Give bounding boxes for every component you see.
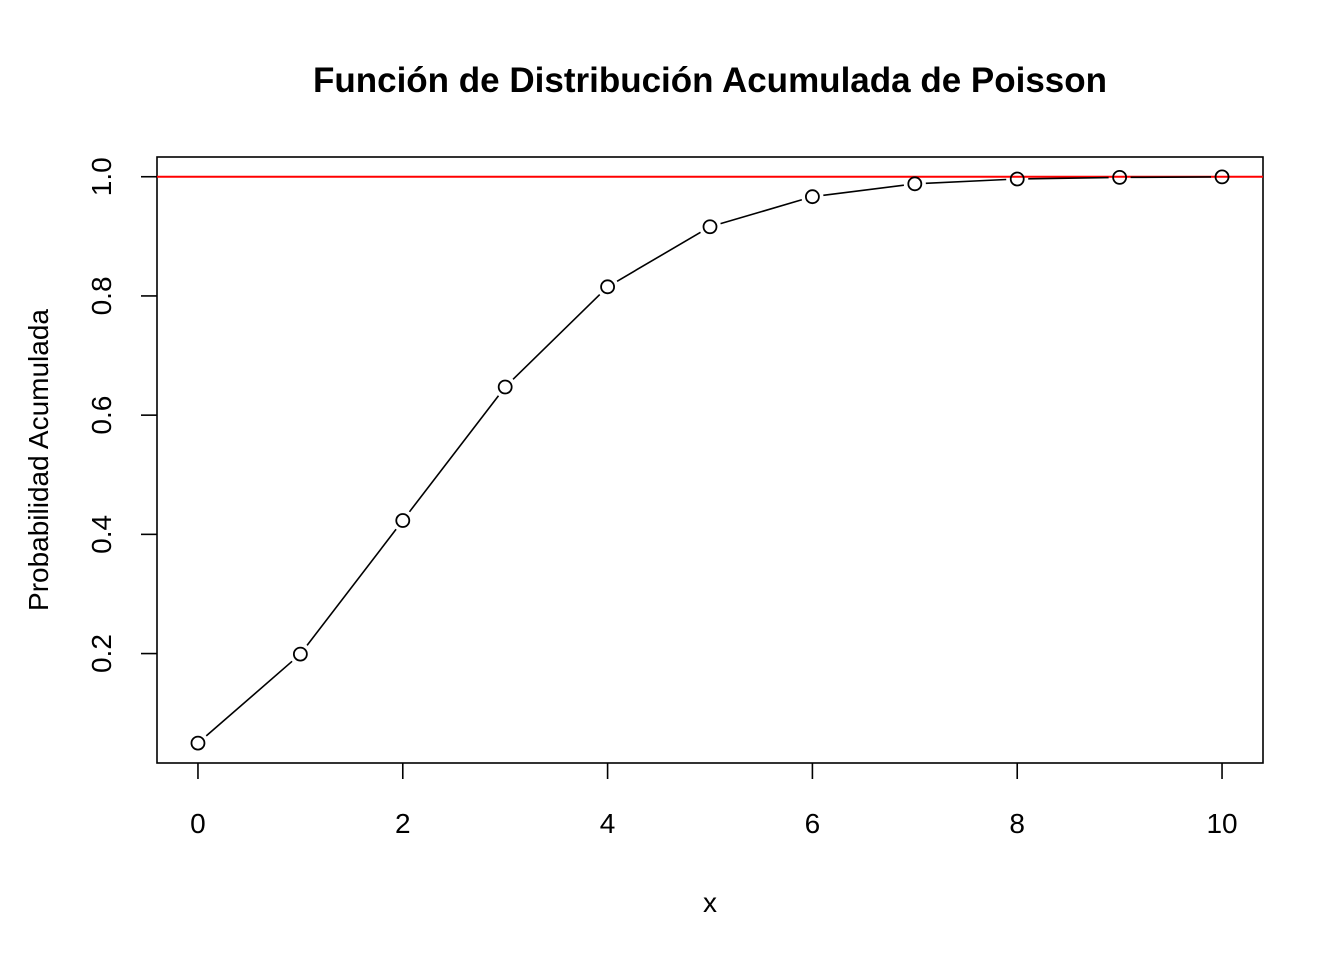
- data-point: [395, 513, 411, 528]
- data-point: [292, 646, 308, 662]
- x-tick-label: 2: [395, 808, 411, 839]
- data-point: [1214, 169, 1230, 185]
- y-axis-label: Probabilidad Acumulada: [23, 309, 54, 611]
- series-segment: [720, 199, 803, 225]
- plot-frame: [156, 156, 1264, 764]
- series-segment: [1028, 176, 1109, 180]
- x-axis-label: x: [703, 887, 717, 918]
- data-point: [702, 219, 718, 235]
- x-tick-label: 10: [1206, 808, 1237, 839]
- series-segment: [408, 395, 500, 513]
- y-tick-label: 0.6: [86, 396, 117, 435]
- plot-area: 0 2 4 6 8 10 0.2 0.4 0.6 0.8 1.0: [86, 156, 1264, 839]
- x-tick-label: 0: [190, 808, 206, 839]
- data-point: [1112, 169, 1128, 185]
- data-point: [600, 279, 615, 295]
- y-tick-label: 0.4: [86, 515, 117, 554]
- x-tick-label: 8: [1009, 808, 1025, 839]
- series-segment: [306, 528, 397, 646]
- series-segment: [616, 231, 701, 282]
- x-tick-label: 4: [600, 808, 616, 839]
- chart-title: Función de Distribución Acumulada de Poi…: [313, 61, 1107, 100]
- data-point: [190, 735, 206, 751]
- series-segment: [512, 293, 601, 380]
- y-tick-label: 1.0: [86, 157, 117, 196]
- y-tick-label: 0.8: [86, 276, 117, 315]
- y-tick-label: 0.2: [86, 634, 117, 673]
- data-point: [497, 379, 513, 395]
- series-segment: [205, 660, 293, 737]
- data-point: [907, 176, 923, 192]
- series-segment: [925, 178, 1007, 185]
- data-point: [805, 189, 820, 205]
- series-segment: [823, 184, 905, 197]
- x-tick-label: 6: [805, 808, 821, 839]
- data-point: [1009, 171, 1025, 187]
